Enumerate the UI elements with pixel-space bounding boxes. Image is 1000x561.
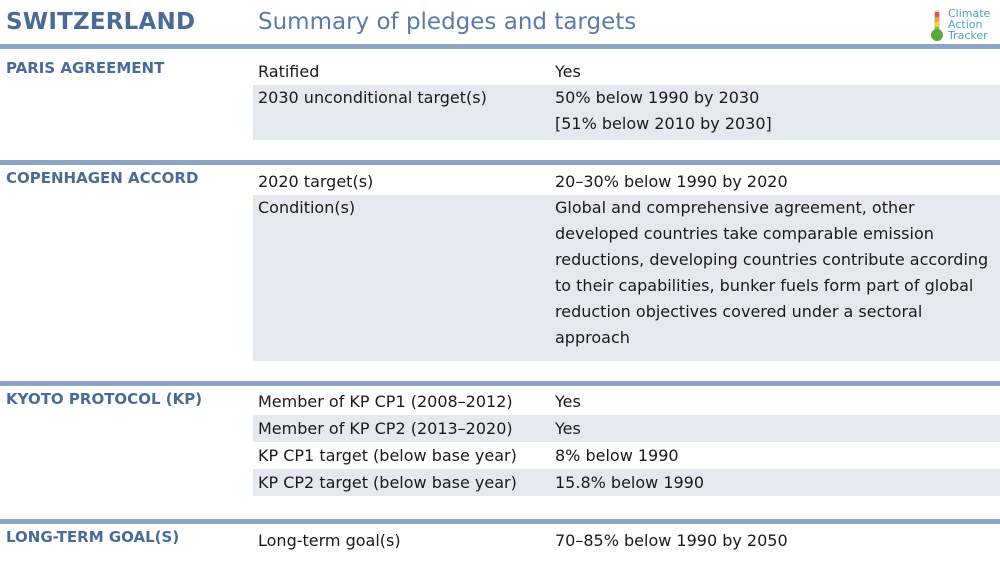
row-label: Long-term goal(s) [258,531,401,550]
section-rows: 2020 target(s) 20–30% below 1990 by 2020… [253,169,1000,361]
section-title: PARIS AGREEMENT [6,59,165,77]
climate-action-tracker-logo: Climate Action Tracker [928,8,998,42]
row-label: Ratified [258,62,320,81]
row-label: KP CP1 target (below base year) [258,446,517,465]
section-title: COPENHAGEN ACCORD [6,169,199,187]
row-value: Global and comprehensive agreement, othe… [555,198,989,347]
table-row: 2030 unconditional target(s) 50% below 1… [253,85,1000,140]
row-value: 15.8% below 1990 [555,473,705,492]
table-row: Ratified Yes [253,59,1000,85]
page-subtitle: Summary of pledges and targets [258,9,637,35]
section-divider [0,519,1000,524]
row-label: Condition(s) [258,198,356,217]
logo-text: Climate Action Tracker [948,7,991,42]
page-header: SWITZERLAND Summary of pledges and targe… [0,0,1000,49]
thermometer-icon [931,10,943,41]
row-value: 50% below 1990 by 2030 [51% below 2010 b… [555,88,772,133]
row-value: Yes [555,62,581,81]
section-rows: Member of KP CP1 (2008–2012) Yes Member … [253,388,1000,496]
section-divider [0,160,1000,165]
row-value: 70–85% below 1990 by 2050 [555,531,788,550]
row-value: Yes [555,392,581,411]
row-label: Member of KP CP1 (2008–2012) [258,392,513,411]
row-label: 2020 target(s) [258,172,374,191]
row-value: Yes [555,419,581,438]
section-rows: Long-term goal(s) 70–85% below 1990 by 2… [253,528,1000,554]
section-title: LONG-TERM GOAL(S) [6,528,180,546]
row-value: 8% below 1990 [555,446,679,465]
table-row: Member of KP CP2 (2013–2020) Yes [253,415,1000,442]
table-row: Member of KP CP1 (2008–2012) Yes [253,388,1000,415]
country-title: SWITZERLAND [6,9,196,35]
row-value: 20–30% below 1990 by 2020 [555,172,788,191]
table-row: KP CP1 target (below base year) 8% below… [253,442,1000,469]
table-row: 2020 target(s) 20–30% below 1990 by 2020 [253,169,1000,195]
section-title: KYOTO PROTOCOL (KP) [6,390,203,408]
table-row: KP CP2 target (below base year) 15.8% be… [253,469,1000,496]
row-label: KP CP2 target (below base year) [258,473,517,492]
row-label: 2030 unconditional target(s) [258,88,487,107]
section-divider [0,381,1000,386]
section-rows: Ratified Yes 2030 unconditional target(s… [253,59,1000,140]
header-divider [0,44,1000,49]
table-row: Long-term goal(s) 70–85% below 1990 by 2… [253,528,1000,554]
row-label: Member of KP CP2 (2013–2020) [258,419,513,438]
table-row: Condition(s) Global and comprehensive ag… [253,195,1000,361]
